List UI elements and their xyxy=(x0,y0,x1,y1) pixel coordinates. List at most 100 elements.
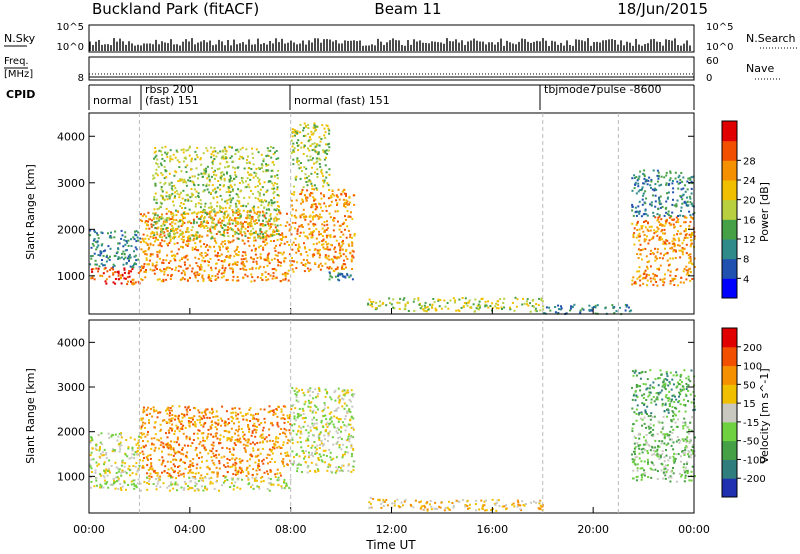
echo-cell xyxy=(228,220,231,223)
echo-cell xyxy=(163,419,166,422)
echo-cell xyxy=(178,451,181,454)
echo-cell xyxy=(672,223,675,226)
echo-cell xyxy=(180,420,183,423)
echo-cell xyxy=(638,228,641,231)
echo-cell xyxy=(682,270,685,273)
echo-cell xyxy=(529,302,531,305)
echo-cell xyxy=(353,460,356,463)
echo-cell xyxy=(318,233,321,236)
echo-cell xyxy=(160,225,163,228)
echo-cell xyxy=(97,254,100,256)
echo-cell xyxy=(667,210,670,213)
echo-cell xyxy=(267,224,270,227)
echo-cell xyxy=(272,161,274,164)
echo-cell xyxy=(92,268,95,270)
echo-cell xyxy=(160,217,163,220)
echo-cell xyxy=(156,474,159,477)
echo-cell xyxy=(646,265,648,268)
echo-cell xyxy=(246,217,249,220)
echo-cell xyxy=(263,408,266,411)
echo-cell xyxy=(158,219,161,222)
echo-cell xyxy=(271,234,274,237)
echo-cell xyxy=(206,165,209,168)
echo-cell xyxy=(253,422,256,425)
echo-cell xyxy=(95,444,98,447)
echo-cell xyxy=(314,145,317,148)
echo-cell xyxy=(285,454,288,457)
echo-cell xyxy=(191,476,194,479)
echo-cell xyxy=(268,235,271,238)
echo-cell xyxy=(671,218,674,221)
echo-cell xyxy=(273,247,276,250)
echo-cell xyxy=(223,212,226,215)
echo-cell xyxy=(194,472,197,475)
echo-cell xyxy=(203,243,206,246)
echo-cell xyxy=(158,149,161,152)
echo-cell xyxy=(685,243,688,246)
echo-cell xyxy=(281,461,284,463)
echo-cell xyxy=(193,220,196,223)
echo-cell xyxy=(143,250,146,253)
echo-cell xyxy=(237,237,240,240)
echo-cell xyxy=(248,217,251,220)
echo-cell xyxy=(176,489,179,492)
echo-cell xyxy=(350,452,353,455)
echo-cell xyxy=(165,212,168,215)
echo-cell xyxy=(214,150,217,153)
echo-cell xyxy=(272,413,275,416)
echo-cell xyxy=(438,305,441,308)
echo-cell xyxy=(156,221,159,224)
echo-cell xyxy=(404,308,407,310)
echo-cell xyxy=(221,446,224,449)
echo-cell xyxy=(268,220,271,223)
echo-cell xyxy=(212,410,214,413)
echo-cell xyxy=(532,298,535,301)
echo-cell xyxy=(171,254,173,257)
echo-cell xyxy=(205,408,208,411)
echo-cell xyxy=(211,423,214,426)
echo-cell xyxy=(306,184,309,187)
echo-cell xyxy=(195,262,198,265)
echo-cell xyxy=(234,202,237,205)
echo-cell xyxy=(303,242,305,245)
noise-right-tick-bottom: 10^0 xyxy=(706,42,733,53)
echo-cell xyxy=(95,448,98,451)
echo-cell xyxy=(131,449,134,452)
echo-cell xyxy=(217,211,220,214)
echo-cell xyxy=(257,167,260,169)
echo-cell xyxy=(636,270,639,273)
echo-cell xyxy=(336,202,339,205)
echo-cell xyxy=(385,499,388,501)
echo-cell xyxy=(260,422,263,424)
echo-cell xyxy=(302,258,305,261)
echo-cell xyxy=(214,432,217,435)
echo-cell xyxy=(268,454,271,457)
echo-cell xyxy=(167,447,170,450)
echo-cell xyxy=(682,248,685,251)
echo-cell xyxy=(152,244,155,247)
echo-cell xyxy=(263,417,266,420)
echo-cell xyxy=(97,244,100,247)
echo-cell xyxy=(641,258,643,261)
echo-cell xyxy=(688,227,691,230)
echo-cell xyxy=(207,428,210,431)
echo-cell xyxy=(477,303,480,306)
echo-cell xyxy=(399,297,402,300)
echo-cell xyxy=(162,259,165,262)
echo-cell xyxy=(215,190,218,193)
echo-cell xyxy=(271,268,274,271)
echo-cell xyxy=(218,489,220,492)
echo-cell xyxy=(673,234,676,237)
echo-cell xyxy=(201,224,204,227)
echo-cell xyxy=(255,167,258,170)
echo-cell xyxy=(393,500,396,503)
echo-cell xyxy=(153,410,156,413)
echo-cell xyxy=(319,443,321,446)
echo-cell xyxy=(112,281,115,284)
echo-cell xyxy=(225,191,228,193)
echo-cell xyxy=(118,468,121,471)
echo-cell xyxy=(259,232,262,235)
echo-cell xyxy=(328,412,331,415)
echo-cell xyxy=(690,192,693,195)
echo-cell xyxy=(247,183,250,186)
